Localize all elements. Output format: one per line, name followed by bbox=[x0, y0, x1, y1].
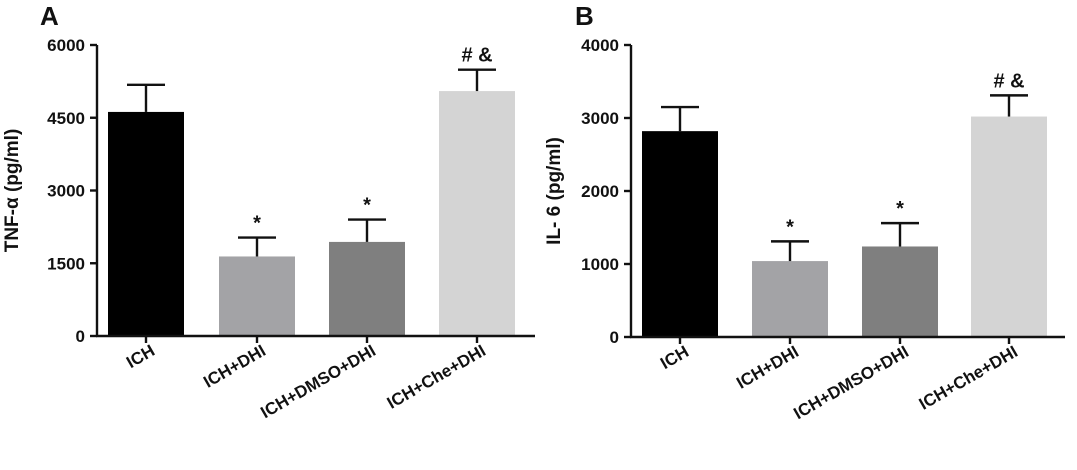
bar-4 bbox=[971, 116, 1047, 337]
panel-letter: B bbox=[575, 1, 594, 31]
y-tick-label: 0 bbox=[76, 327, 85, 346]
error-bar-3 bbox=[348, 218, 386, 242]
y-tick-label: 2000 bbox=[581, 182, 619, 201]
y-tick-label: 4500 bbox=[47, 109, 85, 128]
x-category-label-1: ICH bbox=[657, 342, 692, 373]
bar-2 bbox=[219, 256, 295, 336]
x-category-label-4: ICH+Che+DHI bbox=[384, 341, 489, 413]
y-tick-label: 4000 bbox=[581, 36, 619, 55]
error-bar-2 bbox=[771, 240, 809, 262]
bar-4 bbox=[439, 91, 515, 336]
y-tick-label: 0 bbox=[610, 328, 619, 347]
significance-marker-2: * bbox=[253, 213, 261, 235]
error-bar-2 bbox=[238, 236, 276, 257]
error-bar-4 bbox=[458, 68, 496, 92]
y-tick-label: 3000 bbox=[581, 109, 619, 128]
significance-marker-4: # & bbox=[461, 45, 492, 67]
error-bar-4 bbox=[990, 94, 1028, 117]
y-tick-label: 3000 bbox=[47, 182, 85, 201]
y-tick-label: 1000 bbox=[581, 255, 619, 274]
x-category-label-1: ICH bbox=[123, 341, 158, 372]
bar-2 bbox=[752, 261, 828, 337]
x-category-label-2: ICH+DHI bbox=[733, 342, 802, 393]
y-tick-label: 6000 bbox=[47, 36, 85, 55]
error-bar-1 bbox=[661, 105, 699, 132]
x-category-label-3: ICH+DMSO+DHI bbox=[257, 341, 379, 422]
x-category-label-3: ICH+DMSO+DHI bbox=[790, 342, 912, 423]
significance-marker-3: * bbox=[363, 195, 371, 217]
x-category-label-2: ICH+DHI bbox=[200, 341, 269, 392]
panel-letter: A bbox=[40, 1, 59, 31]
y-axis-label: IL- 6 (pg/ml) bbox=[544, 137, 565, 245]
y-tick-label: 1500 bbox=[47, 254, 85, 273]
bar-3 bbox=[862, 246, 938, 337]
significance-marker-2: * bbox=[786, 216, 794, 238]
error-bar-3 bbox=[881, 221, 919, 247]
x-category-label-4: ICH+Che+DHI bbox=[916, 342, 1021, 414]
bar-3 bbox=[329, 241, 405, 336]
significance-marker-4: # & bbox=[993, 70, 1024, 92]
bar-1 bbox=[642, 131, 718, 337]
panel-b-il6-chart: B IL- 6 (pg/ml) * * # & 0 1000 2000 3000 4000 ICH I… bbox=[544, 1, 1065, 423]
y-axis-label: TNF-α (pg/ml) bbox=[2, 129, 23, 253]
bar-1 bbox=[108, 111, 184, 337]
significance-marker-3: * bbox=[896, 198, 904, 220]
panel-a-tnf-chart: A TNF-α (pg/ml) * * # & 0 1500 3000 4500 6000 ICH I… bbox=[2, 1, 535, 422]
error-bar-1 bbox=[127, 83, 165, 112]
